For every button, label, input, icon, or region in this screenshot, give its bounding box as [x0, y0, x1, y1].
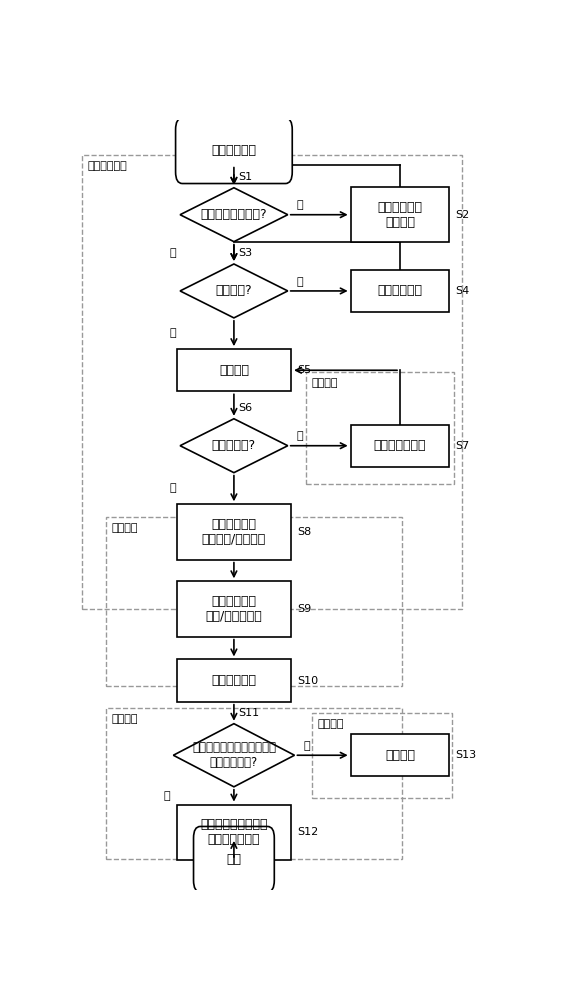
Text: 与基准的轴承特性进行比较
是否存在异常?: 与基准的轴承特性进行比较 是否存在异常?	[192, 741, 276, 769]
Text: 计算轴承特性: 计算轴承特性	[211, 674, 256, 687]
Text: 轴承诊断装置: 轴承诊断装置	[88, 161, 127, 171]
Bar	[106, 708, 402, 859]
Text: S8: S8	[298, 527, 312, 537]
Text: 是: 是	[170, 248, 177, 258]
Text: S7: S7	[456, 441, 470, 451]
Text: 计测转速和温度: 计测转速和温度	[373, 439, 426, 452]
Text: S2: S2	[456, 210, 470, 220]
FancyBboxPatch shape	[177, 349, 291, 391]
Polygon shape	[180, 264, 288, 318]
FancyBboxPatch shape	[177, 805, 291, 860]
Text: S12: S12	[298, 827, 318, 837]
Text: 惯性旋转: 惯性旋转	[219, 364, 249, 377]
Text: 温度稳定?: 温度稳定?	[215, 284, 252, 297]
Text: 是特定的旋转速度?: 是特定的旋转速度?	[200, 208, 267, 221]
Text: S9: S9	[298, 604, 312, 614]
Text: 轴承特性: 轴承特性	[385, 749, 415, 762]
Text: 判定装置: 判定装置	[111, 714, 138, 724]
Bar	[313, 713, 452, 798]
Text: 否: 否	[296, 431, 303, 441]
FancyBboxPatch shape	[350, 187, 449, 242]
Text: S6: S6	[239, 403, 252, 413]
Bar	[106, 517, 402, 686]
Text: 轴承诊断开始: 轴承诊断开始	[211, 144, 256, 157]
Text: 主轴已停止?: 主轴已停止?	[212, 439, 256, 452]
Text: 运算装置: 运算装置	[111, 523, 138, 533]
Text: 是: 是	[170, 328, 177, 338]
Text: S4: S4	[456, 286, 470, 296]
FancyBboxPatch shape	[177, 659, 291, 702]
Text: 显示与判定基准对应
的轴承异常状态: 显示与判定基准对应 的轴承异常状态	[200, 818, 267, 846]
FancyBboxPatch shape	[350, 425, 449, 467]
Text: 否: 否	[296, 200, 303, 210]
FancyBboxPatch shape	[177, 504, 291, 560]
Text: S11: S11	[239, 708, 259, 718]
Text: S5: S5	[298, 365, 312, 375]
FancyBboxPatch shape	[177, 581, 291, 637]
Text: 测定单元: 测定单元	[311, 378, 338, 388]
Text: 存储装置: 存储装置	[318, 719, 345, 729]
Polygon shape	[180, 419, 288, 473]
Polygon shape	[173, 724, 295, 787]
Text: S13: S13	[456, 750, 477, 760]
Text: S1: S1	[239, 172, 252, 182]
Text: 否: 否	[296, 277, 303, 287]
Text: 是: 是	[163, 791, 170, 801]
Text: 根据转速计算
摩擦扭矩/滚动速度: 根据转速计算 摩擦扭矩/滚动速度	[202, 518, 266, 546]
FancyBboxPatch shape	[175, 118, 292, 184]
FancyBboxPatch shape	[350, 270, 449, 312]
Text: 是: 是	[170, 483, 177, 493]
FancyBboxPatch shape	[193, 826, 274, 892]
Text: 变更成特定的
旋转速度: 变更成特定的 旋转速度	[378, 201, 423, 229]
Text: S10: S10	[298, 676, 318, 686]
Bar	[306, 372, 454, 484]
Text: S3: S3	[239, 248, 252, 258]
Text: 结束: 结束	[226, 853, 241, 866]
FancyBboxPatch shape	[350, 734, 449, 776]
Polygon shape	[180, 188, 288, 242]
Text: 根据温度估计
预压/润滑油粘度: 根据温度估计 预压/润滑油粘度	[206, 595, 262, 623]
Bar	[82, 155, 461, 609]
Text: 进行暖机运转: 进行暖机运转	[378, 284, 423, 297]
Text: 否: 否	[303, 741, 310, 751]
